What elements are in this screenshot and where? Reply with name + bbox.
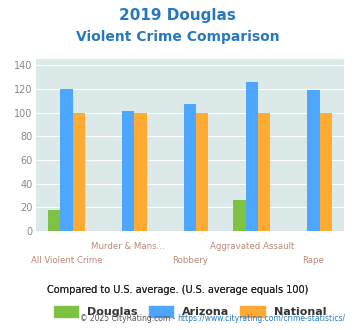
Text: Murder & Mans...: Murder & Mans...	[91, 242, 165, 251]
Text: All Violent Crime: All Violent Crime	[31, 256, 102, 265]
Text: © 2025 CityRating.com - https://www.cityrating.com/crime-statistics/: © 2025 CityRating.com - https://www.city…	[0, 329, 1, 330]
Text: Compared to U.S. average. (U.S. average equals 100): Compared to U.S. average. (U.S. average …	[47, 285, 308, 295]
Legend: Douglas, Arizona, National: Douglas, Arizona, National	[49, 302, 331, 322]
Text: © 2025 CityRating.com -: © 2025 CityRating.com -	[80, 314, 178, 323]
Text: 2019 Douglas: 2019 Douglas	[119, 8, 236, 23]
Text: Violent Crime Comparison: Violent Crime Comparison	[76, 30, 279, 44]
Bar	[184, 104, 196, 231]
Text: Aggravated Assault: Aggravated Assault	[209, 242, 294, 251]
Text: https://www.cityrating.com/crime-statistics/: https://www.cityrating.com/crime-statist…	[178, 314, 346, 323]
Bar	[60, 89, 72, 231]
Text: Rape: Rape	[302, 256, 324, 265]
Bar	[72, 113, 85, 231]
Bar	[233, 200, 246, 231]
Bar	[134, 113, 147, 231]
Bar	[258, 113, 270, 231]
Bar	[48, 210, 60, 231]
Text: © 2025 CityRating.com -: © 2025 CityRating.com -	[0, 329, 1, 330]
Bar	[246, 82, 258, 231]
Bar	[320, 113, 332, 231]
Text: Robbery: Robbery	[172, 256, 208, 265]
Text: Compared to U.S. average. (U.S. average equals 100): Compared to U.S. average. (U.S. average …	[47, 285, 308, 295]
Bar	[307, 90, 320, 231]
Bar	[196, 113, 208, 231]
Bar	[122, 112, 134, 231]
